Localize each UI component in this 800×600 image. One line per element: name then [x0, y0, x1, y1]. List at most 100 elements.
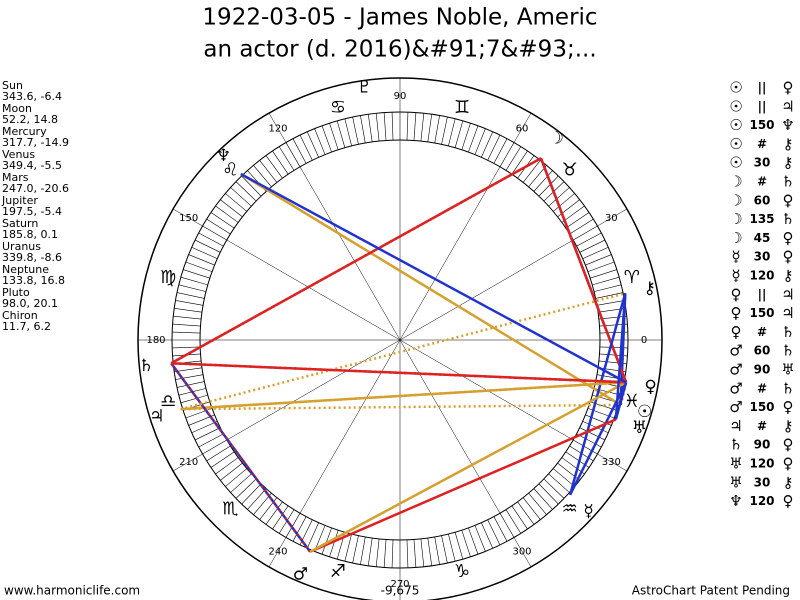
sign-divider — [268, 537, 287, 568]
sign-glyph: ♓ — [624, 391, 640, 412]
sign-glyph: ♏ — [222, 499, 238, 520]
aspect-p1: ☽ — [729, 191, 742, 209]
degree-tick — [247, 488, 267, 510]
degree-tick — [292, 516, 307, 542]
degree-tick — [174, 307, 202, 313]
degree-tick — [259, 497, 278, 520]
planet-coords: 185.8, 0.1 — [2, 228, 58, 241]
aspect-type: 60 — [754, 344, 771, 358]
aspect-type: 90 — [754, 363, 771, 377]
aspect-line — [180, 292, 626, 411]
degree-tick — [587, 261, 615, 272]
aspect-p1: ☉ — [729, 116, 742, 134]
aspect-line — [539, 157, 628, 383]
sign-divider — [513, 537, 532, 568]
aspect-line — [240, 172, 622, 407]
aspect-p2: ⚷ — [783, 154, 794, 172]
degree-tick — [590, 269, 617, 279]
degree-tick — [420, 113, 425, 142]
title: 1922-03-05 - James Noble, Americ — [202, 5, 597, 31]
degree-tick — [493, 138, 508, 164]
degree-tick — [582, 246, 609, 259]
degree-tick — [230, 473, 252, 493]
sign-glyph: ♊ — [454, 97, 470, 118]
degree-tick — [522, 160, 541, 183]
degree-tick — [573, 225, 598, 241]
degree-tick — [241, 483, 262, 505]
planet-glyph: ♂ — [293, 565, 308, 585]
degree-tick — [220, 462, 243, 481]
planet-coords: 52.2, 14.8 — [2, 113, 58, 126]
aspect-p2: ♀ — [783, 229, 794, 247]
sign-glyph: ♉ — [562, 159, 578, 180]
degree-tick — [225, 468, 247, 487]
degree-tick — [183, 269, 210, 279]
degree-tick — [191, 246, 218, 259]
planet-name: Sun — [2, 79, 23, 92]
planet-glyph: ♃ — [149, 407, 164, 427]
degree-tick — [265, 501, 283, 525]
degree-tick — [235, 478, 257, 499]
title: an actor (d. 2016)&#91;7&#93;... — [203, 37, 596, 63]
degree-tick — [548, 473, 570, 493]
aspect-p1: ☽ — [729, 173, 742, 191]
aspect-type: 120 — [749, 494, 774, 508]
degree-label: 180 — [146, 335, 165, 346]
degree-tick — [493, 516, 508, 542]
degree-tick — [285, 513, 301, 538]
aspect-p2: ♄ — [781, 173, 794, 191]
spoke — [299, 339, 401, 514]
degree-tick — [468, 527, 479, 555]
degree-label: 150 — [179, 213, 198, 224]
degree-tick — [202, 439, 227, 455]
aspect-type: 90 — [754, 438, 771, 452]
planet-name: Jupiter — [1, 194, 38, 207]
degree-label: 210 — [179, 457, 198, 468]
planet-coords: 349.4, -5.5 — [2, 159, 62, 172]
aspect-type: 30 — [754, 156, 771, 170]
aspect-type: 135 — [749, 212, 774, 226]
degree-tick — [329, 530, 339, 557]
degree-tick — [569, 218, 594, 235]
aspect-p2: ♀ — [783, 248, 794, 266]
degree-tick — [553, 468, 575, 487]
degree-tick — [487, 519, 501, 546]
planet-coords: 339.8, -8.6 — [2, 251, 62, 264]
degree-tick — [406, 112, 409, 141]
degree-tick — [230, 187, 252, 207]
aspect-p2: ♃ — [781, 285, 794, 303]
degree-tick — [352, 535, 359, 564]
degree-tick — [413, 112, 417, 141]
degree-tick — [191, 421, 218, 434]
sign-divider — [597, 208, 628, 227]
degree-tick — [292, 138, 307, 164]
degree-tick — [285, 142, 301, 167]
degree-tick — [336, 120, 346, 148]
degree-tick — [176, 292, 205, 299]
aspect-p1: ☉ — [729, 135, 742, 153]
degree-tick — [235, 181, 257, 202]
aspect-p2: ♃ — [781, 97, 794, 115]
aspect-p1: ☉ — [729, 97, 742, 115]
degree-tick — [448, 533, 456, 562]
degree-tick — [579, 239, 606, 253]
spoke — [399, 166, 501, 341]
degree-tick — [278, 146, 295, 171]
footer-right: AstroChart Patent Pending — [632, 584, 790, 598]
aspect-type: 30 — [754, 250, 771, 264]
planet-coords: 98.0, 20.1 — [2, 297, 58, 310]
degree-tick — [505, 146, 522, 171]
degree-tick — [272, 150, 289, 175]
aspect-line — [309, 418, 617, 553]
degree-tick — [215, 457, 239, 475]
aspect-p1: ☿ — [731, 248, 740, 266]
aspect-p1: ☉ — [729, 154, 742, 172]
degree-tick — [259, 160, 278, 183]
degree-tick — [468, 125, 479, 153]
degree-tick — [352, 116, 359, 145]
planet-glyph: ⚷ — [643, 278, 655, 298]
aspect-p2: ♆ — [781, 116, 794, 134]
degree-tick — [253, 165, 272, 187]
degree-tick — [533, 488, 553, 510]
